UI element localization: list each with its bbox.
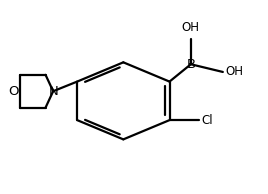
Text: O: O [8,85,19,98]
Text: B: B [186,58,195,71]
Text: N: N [48,85,58,98]
Text: OH: OH [182,21,200,34]
Text: Cl: Cl [202,114,213,127]
Text: OH: OH [225,65,244,78]
